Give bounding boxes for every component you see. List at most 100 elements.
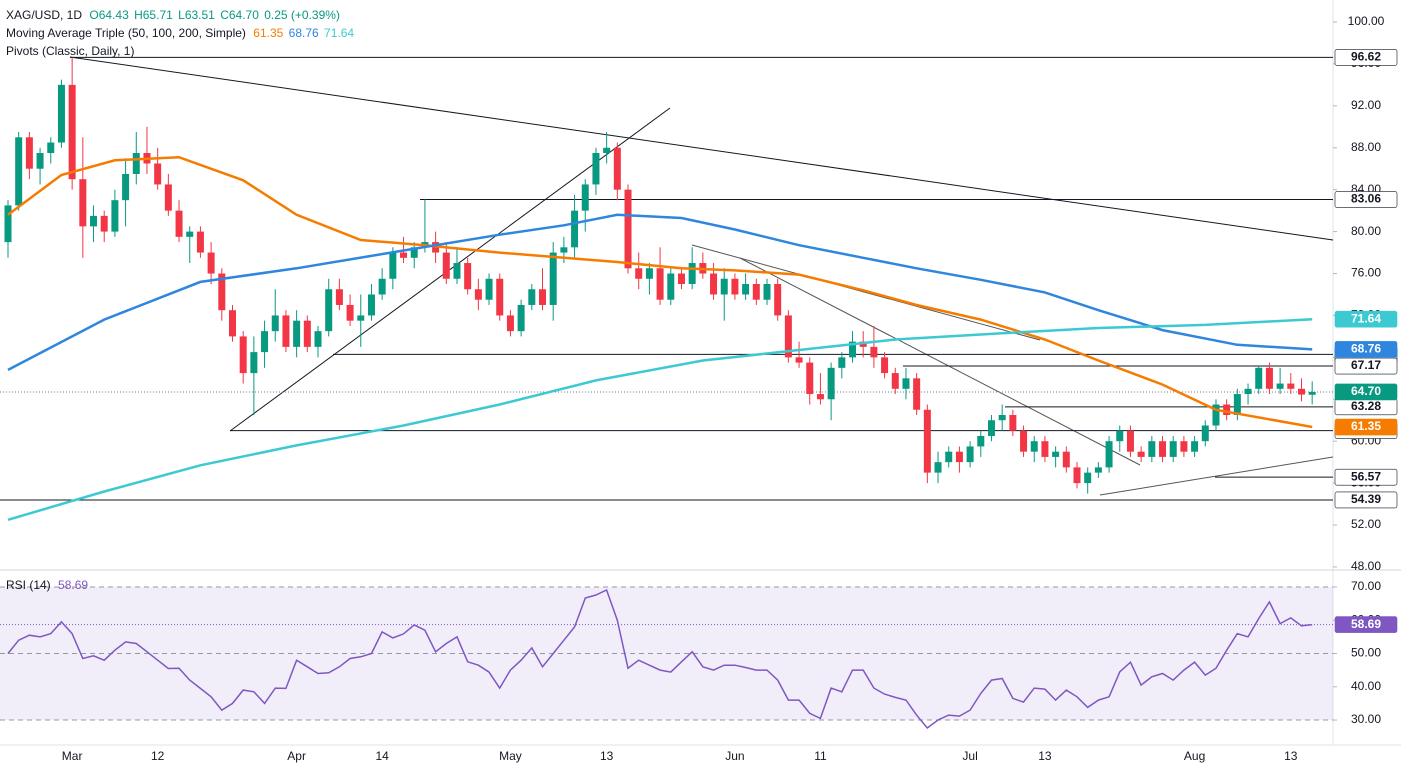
candle-body — [175, 210, 183, 237]
candle-body — [1062, 451, 1070, 468]
candle-body — [731, 278, 739, 295]
open: O64.43 — [89, 8, 129, 22]
rsi-value: 58.69 — [58, 578, 88, 592]
low: L63.51 — [178, 8, 215, 22]
candle-body — [667, 273, 675, 300]
candle-body — [945, 451, 953, 463]
x-tick-label: 13 — [1038, 749, 1052, 763]
candle-body — [966, 446, 974, 463]
candle-body — [36, 153, 44, 169]
y-tick-label: 88.00 — [1351, 140, 1381, 154]
candle-body — [902, 378, 910, 389]
y-tick-label: 48.00 — [1351, 559, 1381, 573]
legend-line: XAG/USD, 1D O64.43 H65.71 L63.51 C64.70 … — [6, 8, 340, 22]
rsi-line — [7, 588, 1313, 730]
ma-title: Moving Average Triple (50, 100, 200, Sim… — [6, 26, 246, 40]
price-label: 58.69 — [1351, 617, 1381, 631]
x-tick-label: Apr — [287, 749, 306, 763]
candle-body — [1201, 425, 1209, 442]
candle-body — [720, 278, 728, 295]
candle-body — [645, 268, 653, 279]
candle-body — [635, 268, 643, 279]
candle-body — [485, 278, 493, 300]
x-tick-label: Mar — [62, 749, 83, 763]
candle-body — [549, 252, 557, 305]
price-label: 71.64 — [1351, 311, 1381, 325]
candle-body — [207, 252, 215, 274]
candle-body — [1084, 472, 1092, 484]
candle-body — [1223, 404, 1231, 415]
candle-body — [228, 310, 236, 337]
y-tick-label: 76.00 — [1351, 266, 1381, 280]
candle-body — [923, 409, 931, 473]
candle-body — [1116, 430, 1124, 442]
candle-body — [752, 284, 760, 300]
candle-body — [1233, 394, 1241, 415]
price-label-box — [1334, 491, 1398, 509]
candle-body — [955, 451, 963, 463]
candle-body — [100, 215, 108, 232]
candle-body — [881, 357, 889, 374]
rsi-title: RSI (14) — [6, 578, 51, 592]
candle-body — [934, 462, 942, 473]
y-tick-label: 40.00 — [1351, 679, 1381, 693]
y-tick-label: 52.00 — [1351, 517, 1381, 531]
candle-body — [154, 163, 162, 185]
content: 48.0052.0056.0060.0064.0068.0072.0076.00… — [0, 14, 1398, 763]
x-tick-label: Jun — [725, 749, 744, 763]
y-tick-label: 80.00 — [1351, 224, 1381, 238]
y-tick-label: 92.00 — [1351, 98, 1381, 112]
x-tick-label: 13 — [600, 749, 614, 763]
candle-body — [346, 304, 354, 321]
candle-body — [1308, 391, 1316, 395]
price-label: 61.35 — [1351, 419, 1381, 433]
change: 0.25 (+0.39%) — [264, 8, 340, 22]
candle-body — [218, 273, 226, 311]
ma-value: 71.64 — [324, 26, 354, 40]
candle-body — [1255, 367, 1263, 389]
candle-body — [528, 289, 536, 305]
candle-body — [196, 231, 204, 253]
price-label: 83.06 — [1351, 192, 1381, 206]
candle-body — [1041, 441, 1049, 457]
candle-body — [827, 367, 835, 400]
candle-body — [1191, 441, 1199, 452]
x-tick-label: May — [499, 749, 522, 763]
candle-body — [1212, 404, 1220, 426]
candle-body — [239, 336, 247, 374]
y-tick-label: 30.00 — [1351, 712, 1381, 726]
candle-body — [57, 84, 65, 143]
candle-body — [656, 268, 664, 300]
candle-body — [47, 142, 55, 154]
candle-body — [891, 373, 899, 389]
candle-body — [795, 357, 803, 363]
candle-body — [357, 315, 365, 321]
candle-body — [1094, 467, 1102, 473]
candle-body — [677, 273, 685, 284]
candle-body — [1159, 441, 1167, 457]
candle-body — [474, 289, 482, 300]
price-label: 68.76 — [1351, 342, 1381, 356]
candle-body — [410, 247, 418, 258]
candle-body — [111, 200, 119, 232]
candle-body — [987, 420, 995, 436]
price-label-box — [1334, 310, 1398, 328]
candle-body — [624, 189, 632, 269]
candle-body — [784, 315, 792, 358]
candle-body — [68, 84, 76, 180]
candle-body — [870, 346, 878, 358]
candle-body — [282, 315, 290, 347]
x-tick-label: 14 — [375, 749, 389, 763]
candle-body — [816, 394, 824, 400]
candle-body — [1073, 467, 1081, 484]
candle-body — [400, 252, 408, 258]
candle-body — [1287, 383, 1295, 389]
candle-body — [464, 263, 472, 290]
candle-body — [442, 252, 450, 279]
price-label: 63.28 — [1351, 399, 1381, 413]
trendline — [1099, 456, 1334, 496]
candle-body — [367, 294, 375, 316]
candle-body — [1265, 367, 1273, 389]
candle-body — [1030, 441, 1038, 452]
x-tick-label: 13 — [1284, 749, 1298, 763]
